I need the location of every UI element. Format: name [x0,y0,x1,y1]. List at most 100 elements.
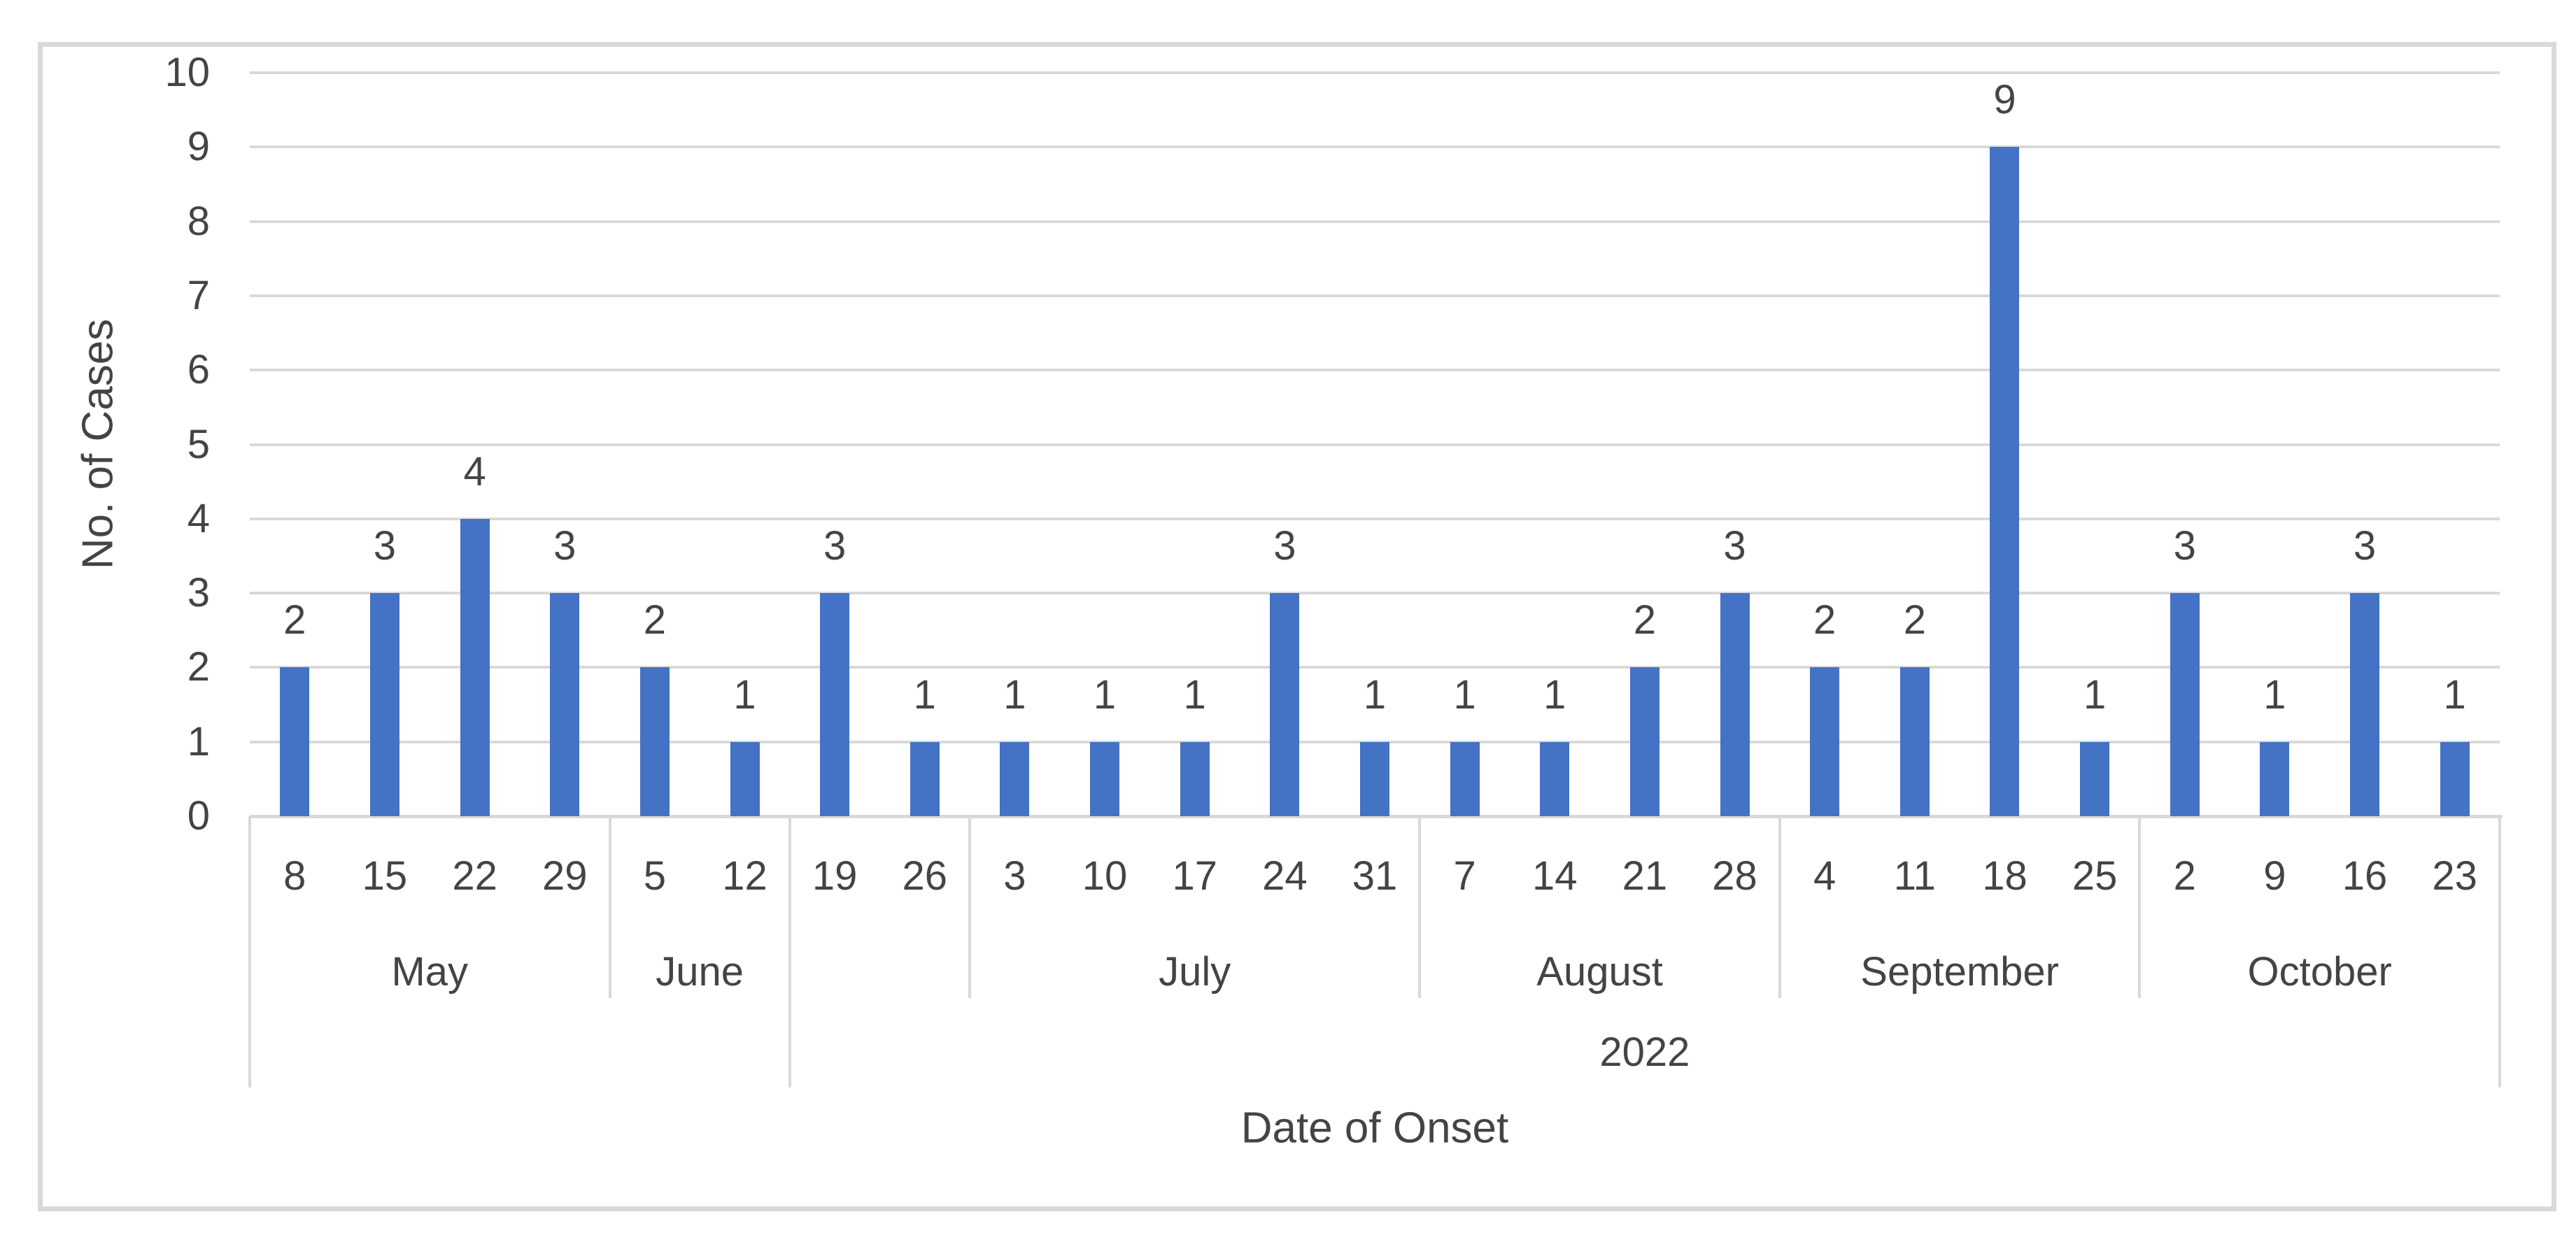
y-tick-label: 1 [187,718,210,764]
x-date-label: 29 [542,853,588,899]
x-date-label: 22 [452,853,497,899]
bar-value-label: 9 [1993,77,2016,123]
x-date-label: 15 [362,853,408,899]
gridline [250,666,2500,669]
bar-value-label: 3 [553,523,576,569]
bar [1629,667,1659,816]
gridline [250,294,2500,297]
bar-value-label: 1 [1363,671,1387,718]
bar-value-label: 3 [2173,523,2196,569]
bar-value-label: 1 [2083,671,2107,718]
y-tick-label: 6 [187,347,210,393]
x-date-label: 10 [1082,853,1128,899]
x-date-label: 17 [1172,853,1217,899]
bar-value-label: 1 [733,671,756,718]
x-date-label: 19 [812,853,858,899]
x-date-label: 31 [1352,853,1398,899]
bar-value-label: 1 [1453,671,1476,718]
axis-separator-year [788,816,791,1088]
gridline [250,592,2500,595]
bar-value-label: 1 [2263,671,2286,718]
x-date-label: 8 [283,853,306,899]
bar [1990,147,2020,816]
axis-separator-month [608,816,611,998]
x-date-label: 18 [1982,853,2027,899]
axis-separator-month [1418,816,1422,998]
axis-separator-month [1778,816,1781,998]
gridline [250,517,2500,520]
bar [1180,741,1210,816]
bar [910,741,940,816]
bar [730,741,760,816]
bar [1000,741,1030,816]
bar [550,593,580,816]
x-month-label: September [1860,949,2059,995]
x-date-label: 21 [1622,853,1668,899]
x-date-label: 23 [2432,853,2477,899]
y-tick-label: 8 [187,198,210,244]
axis-separator-month [2138,816,2142,998]
bar-value-label: 3 [823,523,847,569]
x-date-label: 7 [1453,853,1476,899]
y-tick-label: 10 [164,50,210,95]
bar [1450,741,1480,816]
x-date-label: 3 [1003,853,1026,899]
bar-value-label: 2 [1903,597,1926,643]
bar-value-label: 2 [643,597,666,643]
gridline [250,71,2500,74]
bar-value-label: 1 [913,671,936,718]
bar [2350,593,2380,816]
bar [1720,593,1750,816]
bar [1090,741,1120,816]
bar-value-label: 1 [1003,671,1026,718]
bar-value-label: 3 [1723,523,1746,569]
bar-value-label: 3 [373,523,397,569]
y-tick-label: 2 [187,644,210,690]
gridline [250,369,2500,372]
bar [1270,593,1300,816]
x-date-label: 9 [2263,853,2286,899]
bar [2080,741,2110,816]
x-date-label: 12 [722,853,767,899]
y-tick-label: 3 [187,570,210,616]
bar [1540,741,1570,816]
x-date-label: 24 [1262,853,1308,899]
bar [820,593,850,816]
x-date-label: 26 [902,853,948,899]
bar-value-label: 1 [1093,671,1117,718]
gridline [250,443,2500,446]
bar [369,593,399,816]
gridline [250,145,2500,149]
axis-separator-year [248,816,251,1088]
gridline [250,220,2500,223]
bar-value-label: 1 [1183,671,1206,718]
x-date-label: 25 [2072,853,2118,899]
x-year-label: 2022 [1599,1029,1690,1075]
x-month-label: June [656,949,744,995]
x-date-label: 28 [1712,853,1757,899]
y-tick-label: 7 [187,272,210,318]
x-month-label: August [1536,949,1663,995]
axis-separator-year [2498,816,2501,1088]
bar [1810,667,1840,816]
bar-value-label: 2 [1633,597,1657,643]
bar-value-label: 1 [2443,671,2466,718]
bar [1899,667,1930,816]
x-date-label: 11 [1893,853,1936,899]
x-date-label: 5 [643,853,666,899]
bar-value-label: 2 [283,597,306,643]
x-month-label: October [2247,949,2392,995]
x-date-label: 14 [1532,853,1578,899]
bar [1360,741,1389,816]
bar [2170,593,2200,816]
bar [280,667,310,816]
x-month-label: July [1159,949,1231,995]
x-axis-title: Date of Onset [1240,1104,1509,1153]
bar [2440,741,2470,816]
x-axis-line [250,815,2503,818]
bar-value-label: 2 [1813,597,1837,643]
y-tick-label: 9 [187,124,210,170]
bar [2260,741,2290,816]
bar-value-label: 3 [2353,523,2377,569]
